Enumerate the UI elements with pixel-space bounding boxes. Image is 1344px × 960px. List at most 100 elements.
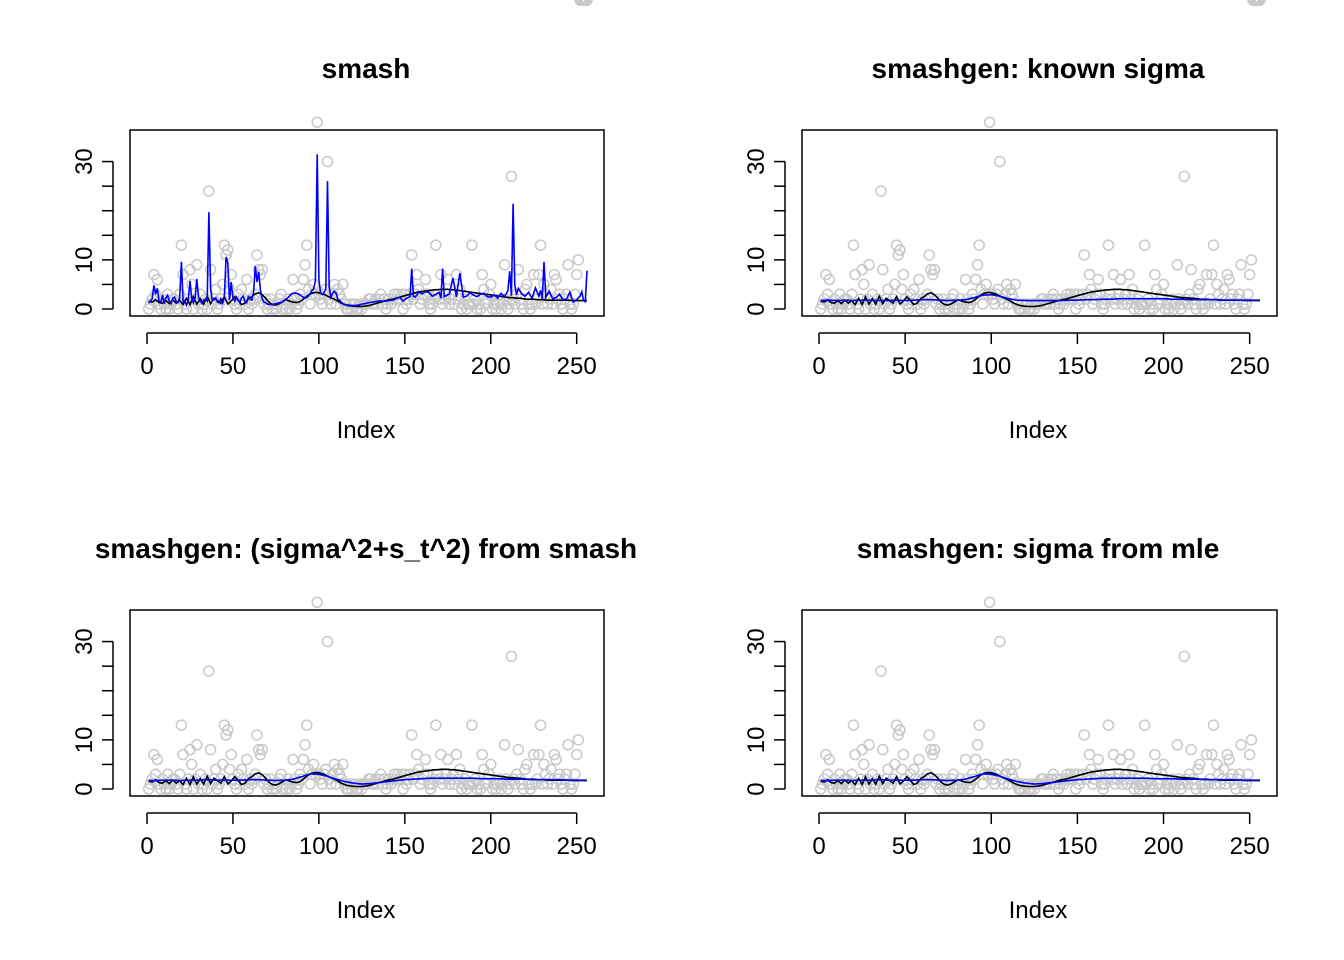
data-point	[897, 748, 910, 761]
data-point	[858, 278, 870, 291]
data-point	[1235, 259, 1247, 271]
data-point	[882, 763, 894, 776]
data-point	[297, 753, 310, 766]
data-point	[926, 748, 939, 761]
data-point	[295, 293, 308, 305]
data-point	[1157, 278, 1170, 291]
data-point	[1006, 768, 1018, 781]
data-point	[144, 298, 157, 310]
data-point	[290, 783, 303, 795]
data-point	[203, 185, 215, 197]
chart-title: smashgen: known sigma	[872, 53, 1205, 84]
data-point	[175, 239, 188, 251]
data-point	[505, 650, 518, 663]
data-point	[814, 303, 827, 315]
data-point	[876, 263, 889, 276]
data-point	[311, 116, 323, 129]
chart-title: smashgen: sigma from mle	[857, 533, 1220, 564]
series-group	[142, 0, 593, 795]
x-tick-label: 200	[471, 353, 511, 380]
data-point	[191, 259, 203, 271]
data-point	[1178, 650, 1190, 663]
data-point	[1102, 719, 1115, 731]
data-point	[411, 748, 423, 761]
data-point	[1116, 778, 1128, 790]
x-tick-label: 50	[892, 833, 919, 860]
data-point	[182, 773, 194, 785]
y-tick-label: 10	[71, 727, 98, 754]
data-point	[1168, 783, 1180, 795]
data-point	[895, 763, 908, 776]
data-point	[424, 783, 437, 795]
data-point	[175, 719, 188, 731]
data-point	[519, 283, 531, 296]
data-point	[1243, 748, 1256, 761]
data-point	[892, 729, 904, 741]
data-point	[1144, 783, 1156, 795]
data-point	[894, 724, 906, 736]
data-point	[1254, 0, 1266, 6]
data-point	[521, 758, 533, 771]
data-point	[823, 753, 836, 766]
data-point	[562, 259, 574, 271]
data-point	[1123, 748, 1135, 761]
x-tick-label: 200	[1144, 353, 1184, 380]
data-point	[842, 298, 855, 310]
x-tick-label: 50	[220, 353, 247, 380]
data-point	[142, 303, 155, 315]
x-tick-label: 100	[971, 353, 1011, 380]
data-point	[151, 753, 164, 766]
data-point	[277, 303, 289, 315]
x-tick-label: 150	[385, 833, 425, 860]
data-point	[521, 278, 533, 291]
data-point	[581, 0, 593, 6]
data-point	[436, 298, 449, 310]
data-point	[333, 288, 346, 301]
data-point	[892, 249, 904, 261]
data-point	[1193, 278, 1206, 291]
data-point	[928, 743, 941, 756]
data-point	[417, 288, 430, 301]
x-tick-label: 100	[971, 833, 1011, 860]
series-group	[142, 0, 593, 315]
data-point	[856, 743, 868, 756]
data-point	[240, 753, 253, 766]
data-point	[538, 758, 550, 771]
data-point	[1193, 758, 1206, 771]
data-point	[564, 778, 576, 790]
data-point	[928, 263, 941, 276]
data-point	[151, 273, 164, 286]
data-point	[923, 729, 935, 741]
data-point	[191, 739, 203, 751]
data-point	[472, 298, 485, 310]
data-point	[895, 283, 908, 296]
data-point	[443, 298, 456, 310]
data-point	[304, 298, 317, 310]
x-tick-label: 250	[557, 353, 597, 380]
y-tick-label: 10	[743, 727, 770, 754]
data-point	[1221, 748, 1234, 761]
data-point	[1245, 734, 1258, 746]
chart-title: smash	[322, 53, 411, 84]
x-tick-label: 150	[1057, 353, 1097, 380]
data-point	[177, 268, 189, 281]
data-point	[538, 278, 550, 291]
data-point	[414, 298, 427, 310]
data-point	[976, 778, 989, 790]
data-point	[1109, 778, 1122, 790]
data-point	[495, 303, 507, 315]
data-point	[450, 268, 463, 281]
data-point	[1192, 763, 1204, 776]
data-point	[823, 273, 836, 286]
data-point	[956, 783, 968, 795]
data-point	[1242, 768, 1254, 781]
data-point	[949, 303, 961, 315]
y-tick-label: 30	[71, 628, 98, 655]
data-point	[970, 273, 982, 286]
data-point	[211, 783, 224, 795]
data-point	[533, 748, 545, 761]
estimate-line	[820, 293, 1260, 302]
data-point	[498, 259, 511, 271]
